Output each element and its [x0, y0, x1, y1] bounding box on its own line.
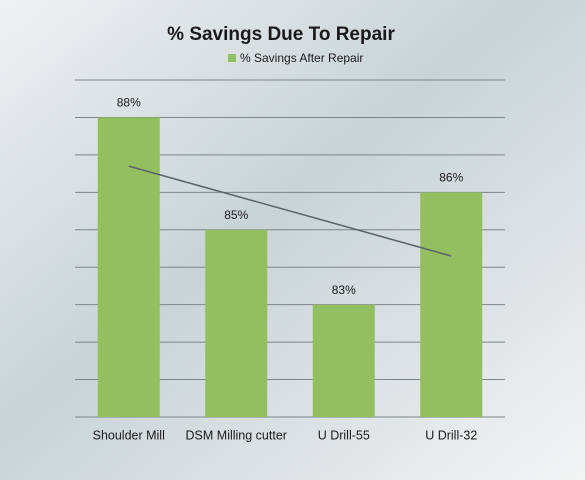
value-label: 83% — [332, 283, 356, 297]
value-label: 85% — [224, 208, 248, 222]
value-label: 86% — [439, 171, 463, 185]
x-tick-label: Shoulder Mill — [93, 428, 165, 442]
bar — [420, 192, 483, 417]
bar — [312, 304, 375, 417]
x-tick-label: U Drill-32 — [425, 428, 477, 442]
legend-swatch — [228, 54, 236, 62]
bar — [205, 229, 268, 417]
trend-line — [128, 165, 452, 257]
value-label: 88% — [117, 96, 141, 110]
legend-label: % Savings After Repair — [240, 51, 363, 65]
x-tick-label: U Drill-55 — [318, 428, 370, 442]
chart-title: % Savings Due To Repair — [167, 24, 395, 45]
x-tick-label: DSM Milling cutter — [186, 428, 287, 442]
bar — [97, 117, 160, 417]
